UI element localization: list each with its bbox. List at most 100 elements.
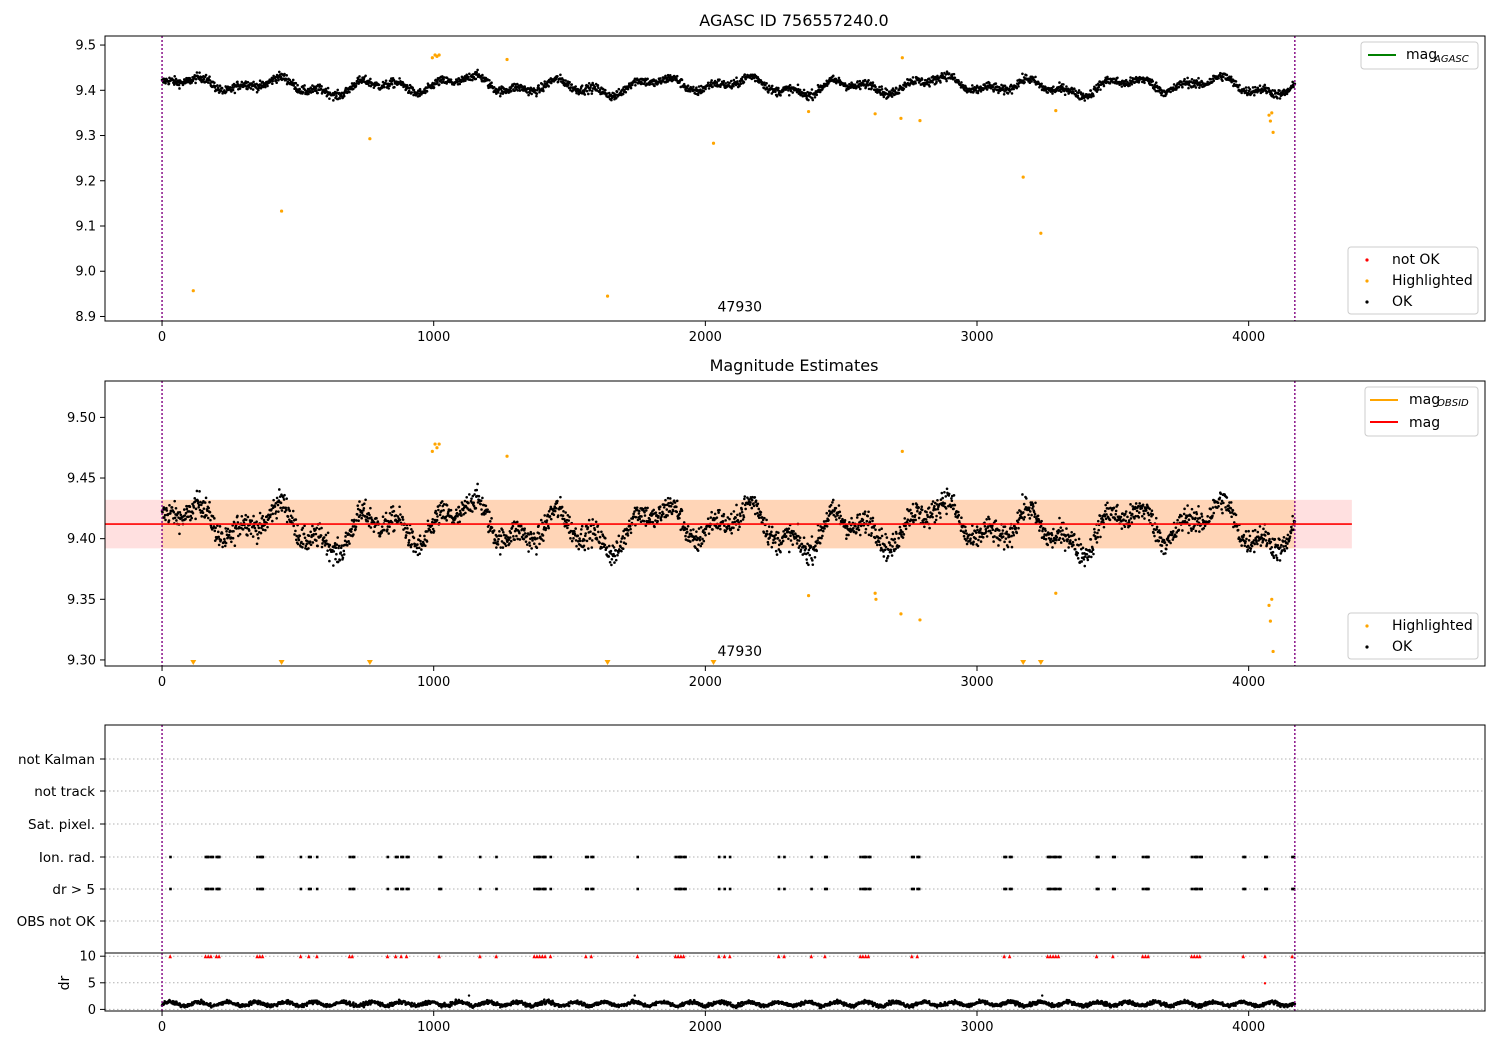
ok-point xyxy=(608,560,612,564)
ok-point xyxy=(231,88,235,92)
ok-point xyxy=(355,82,358,85)
ok-point xyxy=(523,532,527,535)
ok-point xyxy=(858,79,862,83)
ok-point xyxy=(337,91,341,95)
ok-point xyxy=(934,78,937,81)
highlighted-point xyxy=(873,112,877,116)
ok-point xyxy=(568,80,571,84)
y-tick-label: 9.35 xyxy=(67,593,96,608)
ok-point xyxy=(791,91,795,94)
ok-point xyxy=(240,80,244,84)
ok-point xyxy=(1177,85,1181,89)
ok-point xyxy=(692,528,695,531)
ok-point xyxy=(765,81,768,85)
ok-point xyxy=(825,79,829,83)
ok-point xyxy=(309,543,313,547)
ok-point xyxy=(781,539,785,543)
ok-point xyxy=(525,534,529,538)
ok-point xyxy=(417,92,421,96)
ok-point xyxy=(925,510,928,514)
ok-point xyxy=(1229,75,1233,79)
ok-point xyxy=(390,513,394,517)
ok-point xyxy=(468,72,471,76)
ok-point xyxy=(498,553,502,556)
ok-point xyxy=(703,531,706,534)
ok-point xyxy=(696,549,700,552)
ok-point xyxy=(221,545,224,549)
ok-point xyxy=(1055,536,1059,539)
ok-point xyxy=(1002,92,1006,96)
ok-point xyxy=(301,542,305,546)
ok-point xyxy=(532,542,536,546)
ok-point xyxy=(998,529,1001,532)
ok-point xyxy=(724,519,727,522)
ok-point xyxy=(1023,80,1026,84)
ok-point xyxy=(412,536,416,540)
ok-point xyxy=(556,499,559,503)
ok-point xyxy=(465,495,469,499)
ok-point xyxy=(1050,87,1054,91)
ok-point xyxy=(301,526,305,530)
ok-point xyxy=(869,534,873,537)
ok-point xyxy=(784,535,788,538)
ok-point xyxy=(678,512,682,516)
ok-point xyxy=(1128,511,1132,515)
ok-point xyxy=(615,541,619,544)
ok-point xyxy=(1096,88,1100,92)
ok-point xyxy=(258,511,262,515)
ok-point xyxy=(757,507,761,511)
ok-point xyxy=(875,543,879,547)
ok-point xyxy=(285,74,289,77)
ok-point xyxy=(831,501,834,504)
panel-2-plot-area xyxy=(105,381,1352,666)
ok-point xyxy=(729,79,733,83)
ok-point xyxy=(580,528,583,531)
ok-point xyxy=(931,80,934,84)
ok-point xyxy=(502,530,505,534)
ok-point xyxy=(736,80,739,83)
ok-point xyxy=(587,518,591,522)
ok-point xyxy=(1017,85,1020,88)
ok-point xyxy=(1144,508,1148,512)
ok-point xyxy=(196,499,200,503)
legend-label-mag: mag xyxy=(1406,47,1437,63)
ok-point xyxy=(257,526,261,530)
y-tick-label: 9.30 xyxy=(67,653,96,668)
ok-point xyxy=(985,535,989,538)
ok-point xyxy=(792,530,795,533)
ok-point xyxy=(1138,502,1141,505)
ok-point xyxy=(362,502,366,506)
ok-point xyxy=(1058,81,1061,84)
ok-point xyxy=(743,497,746,501)
ok-point xyxy=(707,87,711,90)
ok-point xyxy=(947,72,951,75)
legend-marker-ok xyxy=(1365,300,1369,304)
ok-point xyxy=(1081,546,1085,550)
ok-point xyxy=(246,87,249,91)
ok-point xyxy=(895,532,898,535)
ok-point xyxy=(460,514,463,517)
ok-point xyxy=(1123,512,1127,516)
ok-point xyxy=(763,81,766,84)
ok-point xyxy=(384,511,388,515)
ok-point xyxy=(675,510,679,514)
ok-point xyxy=(219,538,223,542)
ok-point xyxy=(1102,84,1106,88)
ok-point xyxy=(628,525,632,528)
ok-point xyxy=(882,95,886,99)
ok-point xyxy=(766,540,770,544)
ok-point xyxy=(789,539,793,542)
ok-point xyxy=(197,503,201,507)
ok-point xyxy=(412,550,415,553)
ok-point xyxy=(854,524,857,528)
ok-point xyxy=(1012,533,1016,537)
ok-point xyxy=(509,531,513,535)
ok-point xyxy=(291,78,295,82)
ok-point xyxy=(856,80,859,83)
ok-point xyxy=(1253,85,1257,89)
ok-point xyxy=(1245,89,1248,92)
ok-point xyxy=(835,518,838,521)
ok-point xyxy=(893,537,897,541)
ok-point xyxy=(177,83,181,87)
ok-point xyxy=(985,88,989,91)
